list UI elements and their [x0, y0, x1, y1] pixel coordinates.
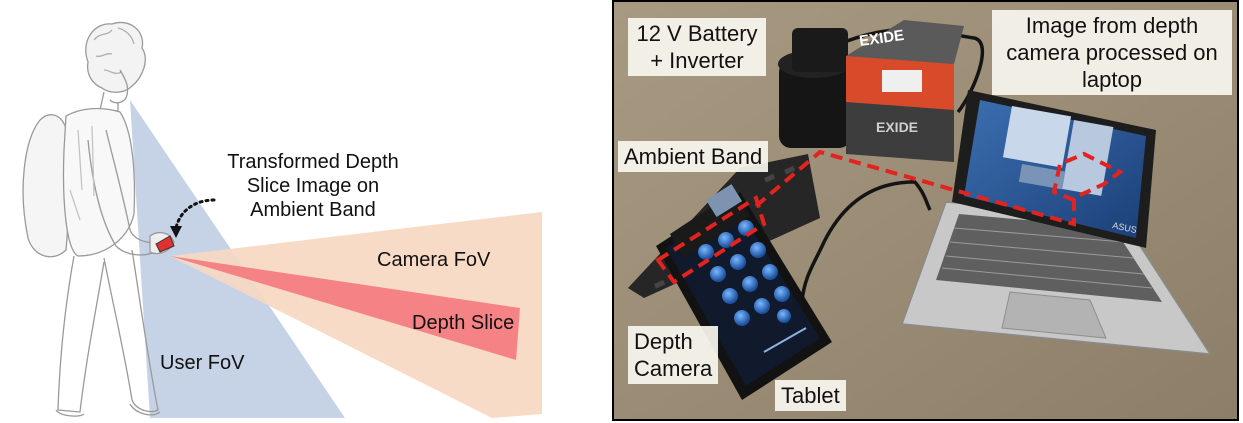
inverter [778, 28, 851, 148]
depth-camera-label: Depth Camera [628, 326, 719, 384]
annotation-line-1: Transformed Depth [227, 151, 399, 173]
annotation-arrowhead [170, 226, 182, 238]
ambient-band-label: Ambient Band [618, 141, 769, 172]
laptop-label-line-2: camera processed on [1006, 40, 1218, 65]
tablet-label: Tablet [775, 380, 846, 411]
ambient-band-mark [155, 235, 175, 253]
battery-label: 12 V Battery + Inverter [628, 18, 766, 76]
camera-fov-label: Camera FoV [377, 249, 491, 271]
depth-slice-area [170, 256, 520, 360]
photo-panel: EXIDE EXIDE [612, 0, 1239, 421]
left-diagram [22, 21, 542, 418]
battery: EXIDE EXIDE [846, 20, 964, 162]
annotation-text: Transformed Depth Slice Image on Ambient… [218, 150, 408, 222]
laptop: ASUS [900, 90, 1212, 355]
laptop-label-line-3: laptop [1082, 67, 1142, 92]
tablet [656, 184, 832, 400]
tablet-buttons [698, 220, 791, 326]
depth-camera-label-line-1: Depth [634, 329, 693, 354]
laptop-label-line-1: Image from depth [1025, 13, 1199, 38]
depth-camera-label-line-2: Camera [634, 356, 713, 381]
annotation-line-2: Slice Image on [246, 175, 380, 197]
camera-fov-area [170, 212, 542, 418]
battery-label-line-1: 12 V Battery [636, 21, 758, 46]
battery-brand-side: EXIDE [876, 119, 918, 135]
annotation-arrow [174, 198, 216, 230]
depth-slice-label: Depth Slice [412, 312, 515, 334]
battery-brand: EXIDE [858, 27, 905, 50]
person-sketch [22, 21, 175, 417]
annotation-line-3: Ambient Band [250, 199, 376, 221]
laptop-label: Image from depth camera processed on lap… [992, 10, 1232, 95]
battery-label-line-2: + Inverter [650, 48, 744, 73]
user-fov-label: User FoV [160, 352, 245, 374]
laptop-brand: ASUS [1112, 220, 1138, 235]
ambient-band-callout [655, 149, 1124, 285]
